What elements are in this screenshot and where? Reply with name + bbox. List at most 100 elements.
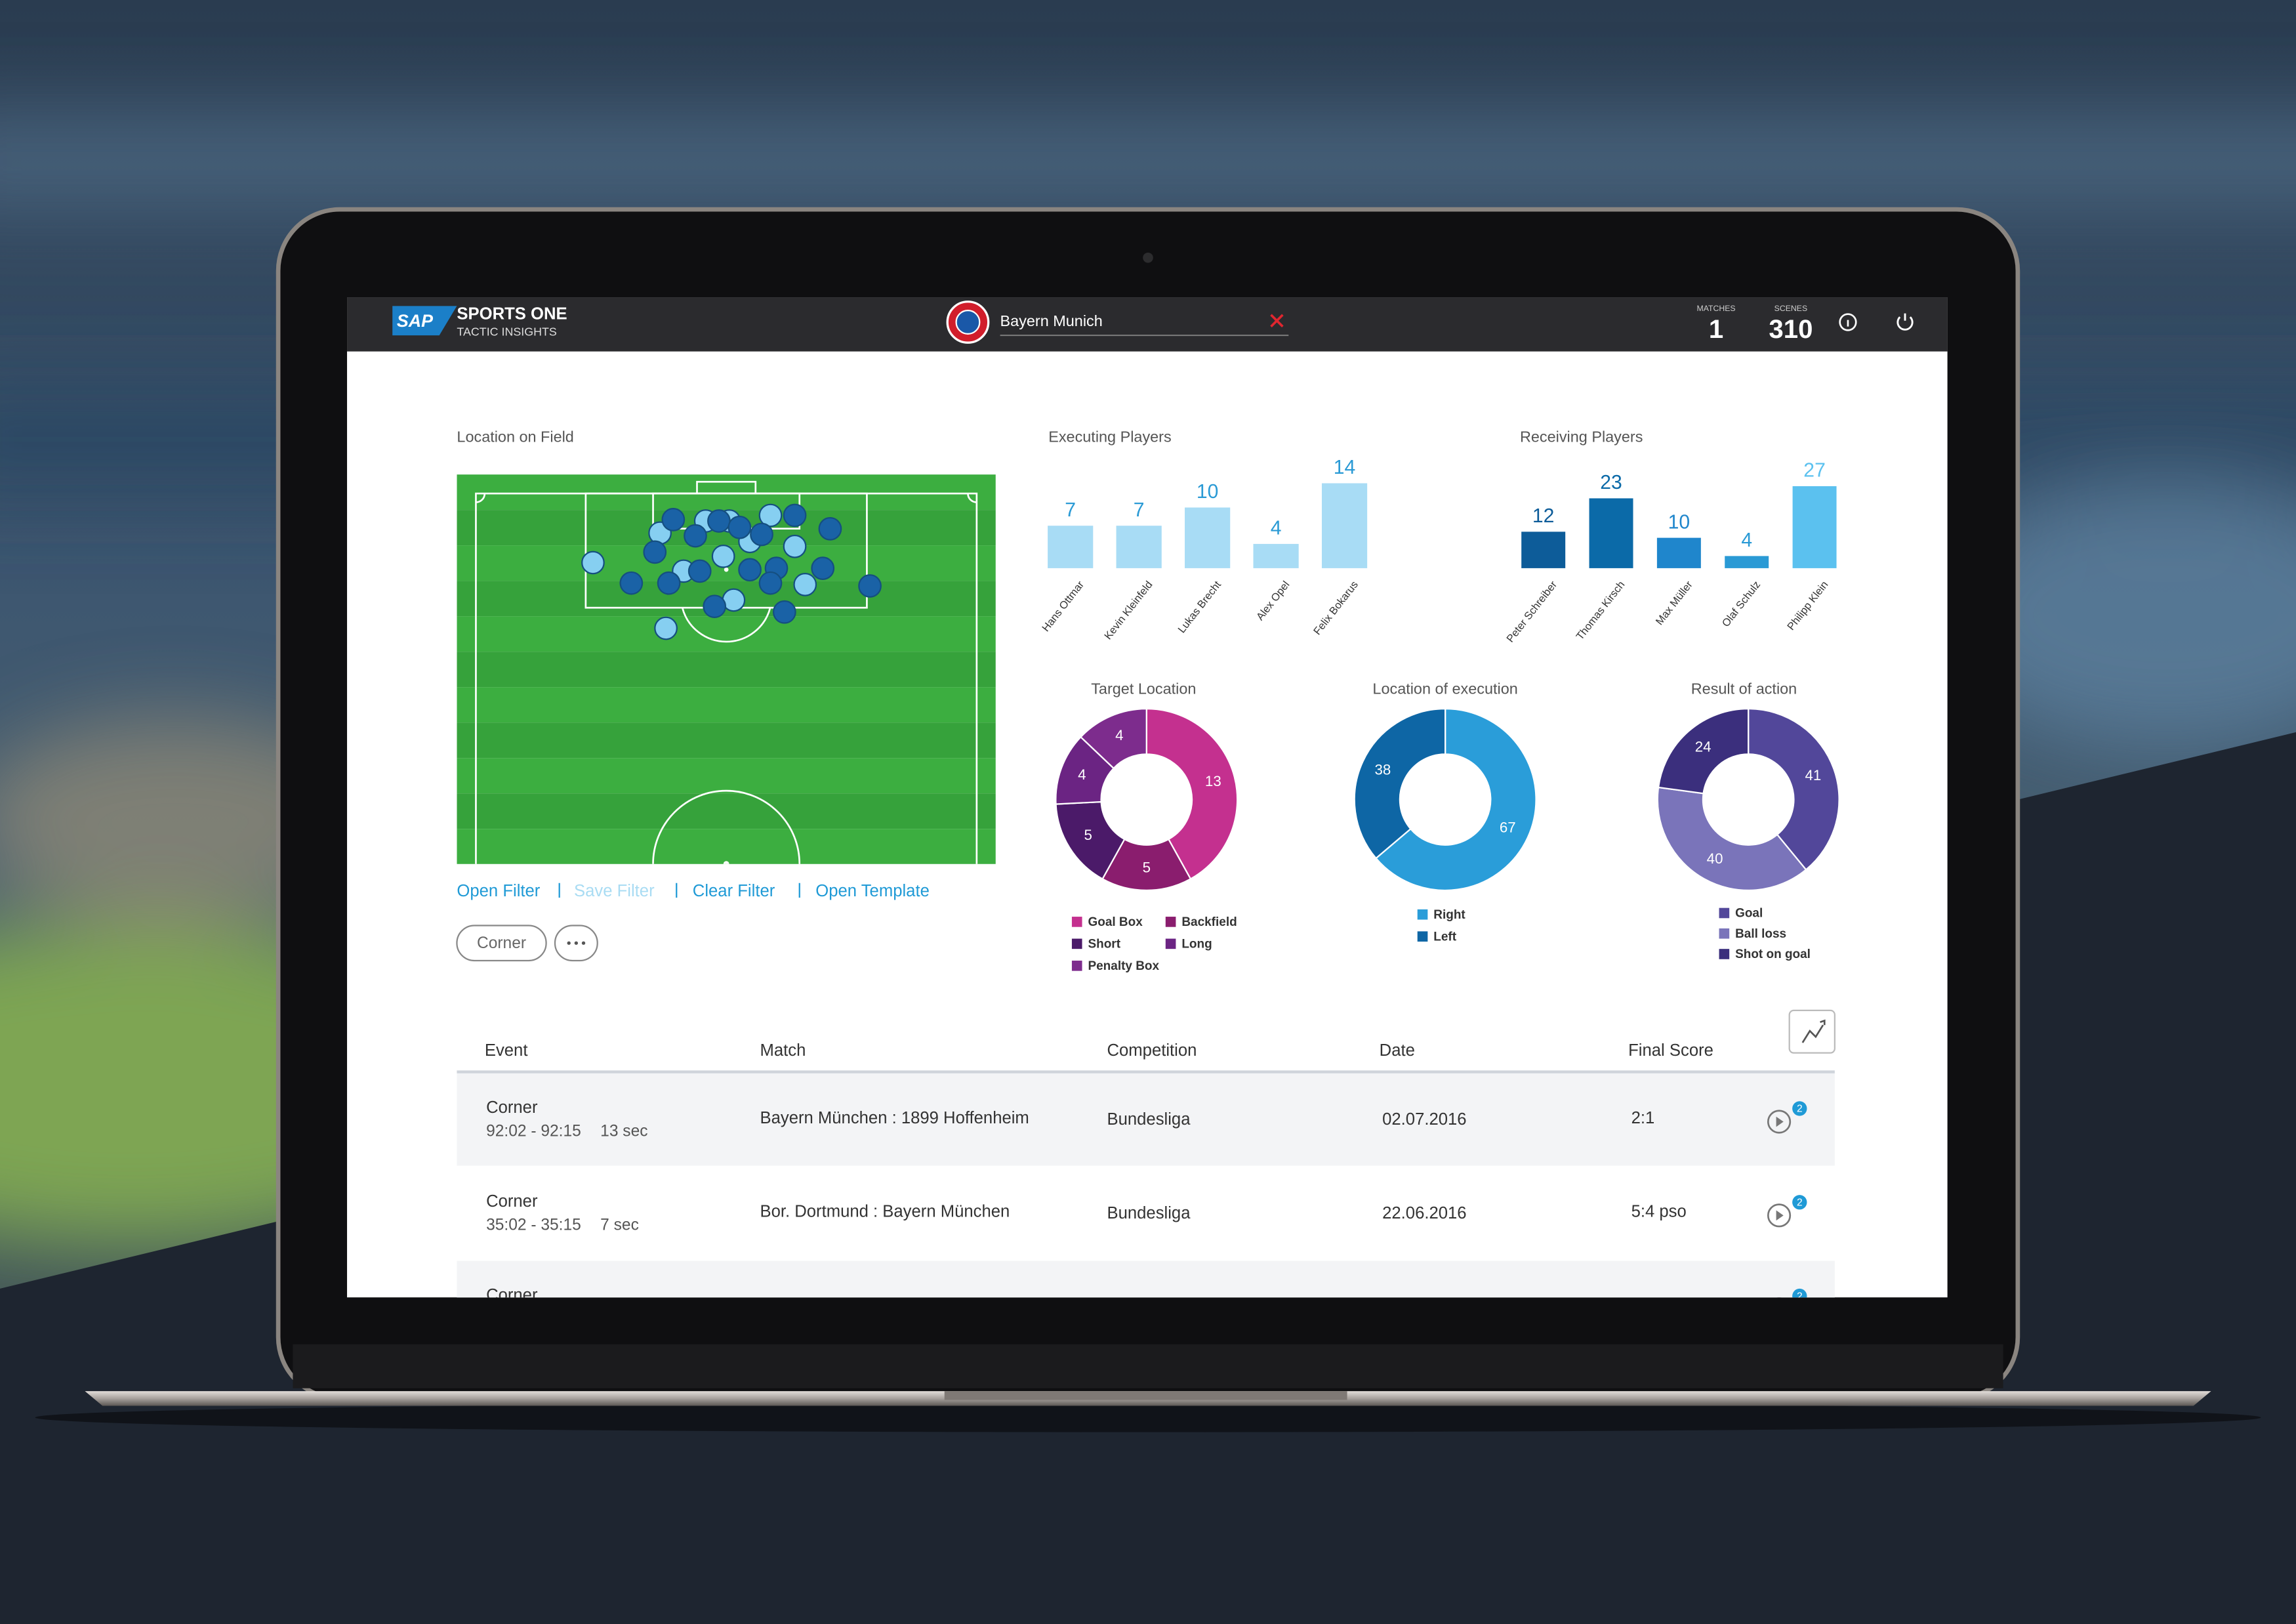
- bar-value-label: 10: [1668, 511, 1691, 533]
- filter-chip[interactable]: [456, 925, 547, 962]
- column-header: Competition: [1107, 1041, 1197, 1060]
- scene-dot[interactable]: [728, 515, 752, 539]
- cell-event: Corner: [486, 1286, 538, 1304]
- legend-label: Right: [1433, 908, 1466, 922]
- column-header: Final Score: [1628, 1041, 1713, 1060]
- bar[interactable]: [1521, 531, 1566, 568]
- cell-event: Corner: [486, 1192, 538, 1211]
- field-stripe: [457, 474, 996, 510]
- field-stripe: [457, 616, 996, 652]
- app-header: [347, 297, 1948, 352]
- play-button[interactable]: [1767, 1110, 1792, 1134]
- legend-swatch: [1071, 961, 1082, 971]
- bar[interactable]: [1321, 483, 1368, 568]
- cell-duration: 7 sec: [600, 1216, 639, 1234]
- bar[interactable]: [1048, 526, 1094, 568]
- play-button[interactable]: [1767, 1203, 1792, 1228]
- bar[interactable]: [1725, 556, 1769, 568]
- bar[interactable]: [1116, 526, 1162, 568]
- table-row[interactable]: [457, 1167, 1835, 1260]
- scene-dot[interactable]: [684, 524, 707, 548]
- scene-dot[interactable]: [758, 503, 783, 528]
- donut-slice[interactable]: [1656, 786, 1807, 892]
- scene-dot[interactable]: [687, 559, 712, 583]
- scene-dot[interactable]: [619, 571, 644, 595]
- field-stripe: [457, 829, 996, 864]
- scene-dot[interactable]: [661, 508, 686, 531]
- donut-slice[interactable]: [1374, 708, 1537, 891]
- chart-title: Target Location: [1091, 680, 1196, 697]
- screen: SAP SPORTS ONE TACTIC INSIGHTS Bayern Mu…: [347, 297, 1948, 1354]
- scene-dot[interactable]: [654, 616, 678, 640]
- clip-count: 2: [1797, 1291, 1803, 1302]
- bar[interactable]: [1792, 486, 1837, 568]
- slice-label: 24: [1695, 738, 1712, 755]
- scene-dot[interactable]: [707, 509, 731, 533]
- scene-dot[interactable]: [750, 522, 773, 547]
- logo-badge: [392, 306, 457, 336]
- corner-arc: [476, 493, 977, 503]
- goal: [696, 480, 757, 495]
- scene-dot[interactable]: [738, 558, 762, 582]
- slice-label: 13: [1205, 773, 1221, 789]
- logo: SAP: [397, 311, 433, 331]
- stands: [1933, 483, 2296, 747]
- bar[interactable]: [1656, 537, 1701, 568]
- laptop-chin: [293, 1344, 2003, 1388]
- scene-dot[interactable]: [818, 517, 842, 541]
- cell-score: 5:4 pso: [1631, 1203, 1687, 1221]
- clear-search-icon[interactable]: [1270, 314, 1284, 327]
- donut-slice[interactable]: [1748, 708, 1840, 871]
- bar[interactable]: [1589, 498, 1633, 568]
- scene-dot[interactable]: [711, 544, 735, 568]
- bar-value-label: 23: [1600, 472, 1622, 493]
- settings-button[interactable]: [1788, 1009, 1835, 1054]
- cell-match: Bor. Dortmund : Bayern München: [760, 1203, 1010, 1221]
- scene-dot[interactable]: [858, 574, 882, 598]
- play-icon: [1776, 1116, 1784, 1127]
- donut-slice[interactable]: [1145, 708, 1239, 881]
- filter-link[interactable]: Open Filter: [457, 882, 540, 900]
- legend-label: Goal Box: [1088, 915, 1143, 929]
- scene-dot[interactable]: [783, 503, 807, 528]
- scene-dot[interactable]: [758, 571, 783, 595]
- cell-time: 35:02 - 35:15: [486, 1216, 581, 1234]
- donut-slice[interactable]: [1657, 708, 1750, 795]
- legend-swatch: [1165, 917, 1176, 927]
- info-icon[interactable]: [1839, 313, 1857, 331]
- cell-date: 02.07.2016: [1382, 1110, 1466, 1129]
- filter-link[interactable]: Open Template: [815, 882, 930, 900]
- scene-dot[interactable]: [643, 540, 667, 564]
- donut-slice[interactable]: [1353, 708, 1446, 860]
- scene-dot[interactable]: [657, 571, 681, 595]
- penalty-spot: [724, 567, 729, 572]
- more-dot: [567, 941, 571, 945]
- cell-date: 22.06.2016: [1382, 1204, 1466, 1222]
- scene-dot[interactable]: [703, 594, 727, 619]
- scene-dot[interactable]: [783, 534, 807, 558]
- scene-dot[interactable]: [772, 600, 796, 624]
- bar[interactable]: [1253, 543, 1299, 568]
- scene-dot[interactable]: [581, 551, 605, 575]
- donut-slice[interactable]: [1079, 708, 1147, 770]
- field-stripe: [457, 652, 996, 688]
- more-dot: [574, 941, 579, 945]
- chart-title: Location on Field: [457, 428, 573, 445]
- power-icon[interactable]: [1896, 313, 1914, 331]
- clip-badge: [1792, 1195, 1807, 1210]
- filter-link[interactable]: Clear Filter: [693, 882, 775, 900]
- slice-label: 40: [1707, 850, 1723, 867]
- table-row[interactable]: [457, 1073, 1835, 1166]
- scene-dot[interactable]: [811, 556, 835, 580]
- chip-label: Corner: [477, 934, 526, 952]
- table-row[interactable]: [457, 1260, 1835, 1354]
- legend-label: Shot on goal: [1735, 947, 1811, 961]
- scene-dot[interactable]: [793, 572, 817, 596]
- team-search[interactable]: Bayern Munich: [1000, 312, 1103, 329]
- chart-title: Result of action: [1691, 680, 1797, 697]
- field: [457, 474, 996, 864]
- chart-title: Executing Players: [1048, 428, 1171, 445]
- cell-time: 92:02 - 92:15: [486, 1123, 581, 1140]
- bar[interactable]: [1185, 507, 1231, 568]
